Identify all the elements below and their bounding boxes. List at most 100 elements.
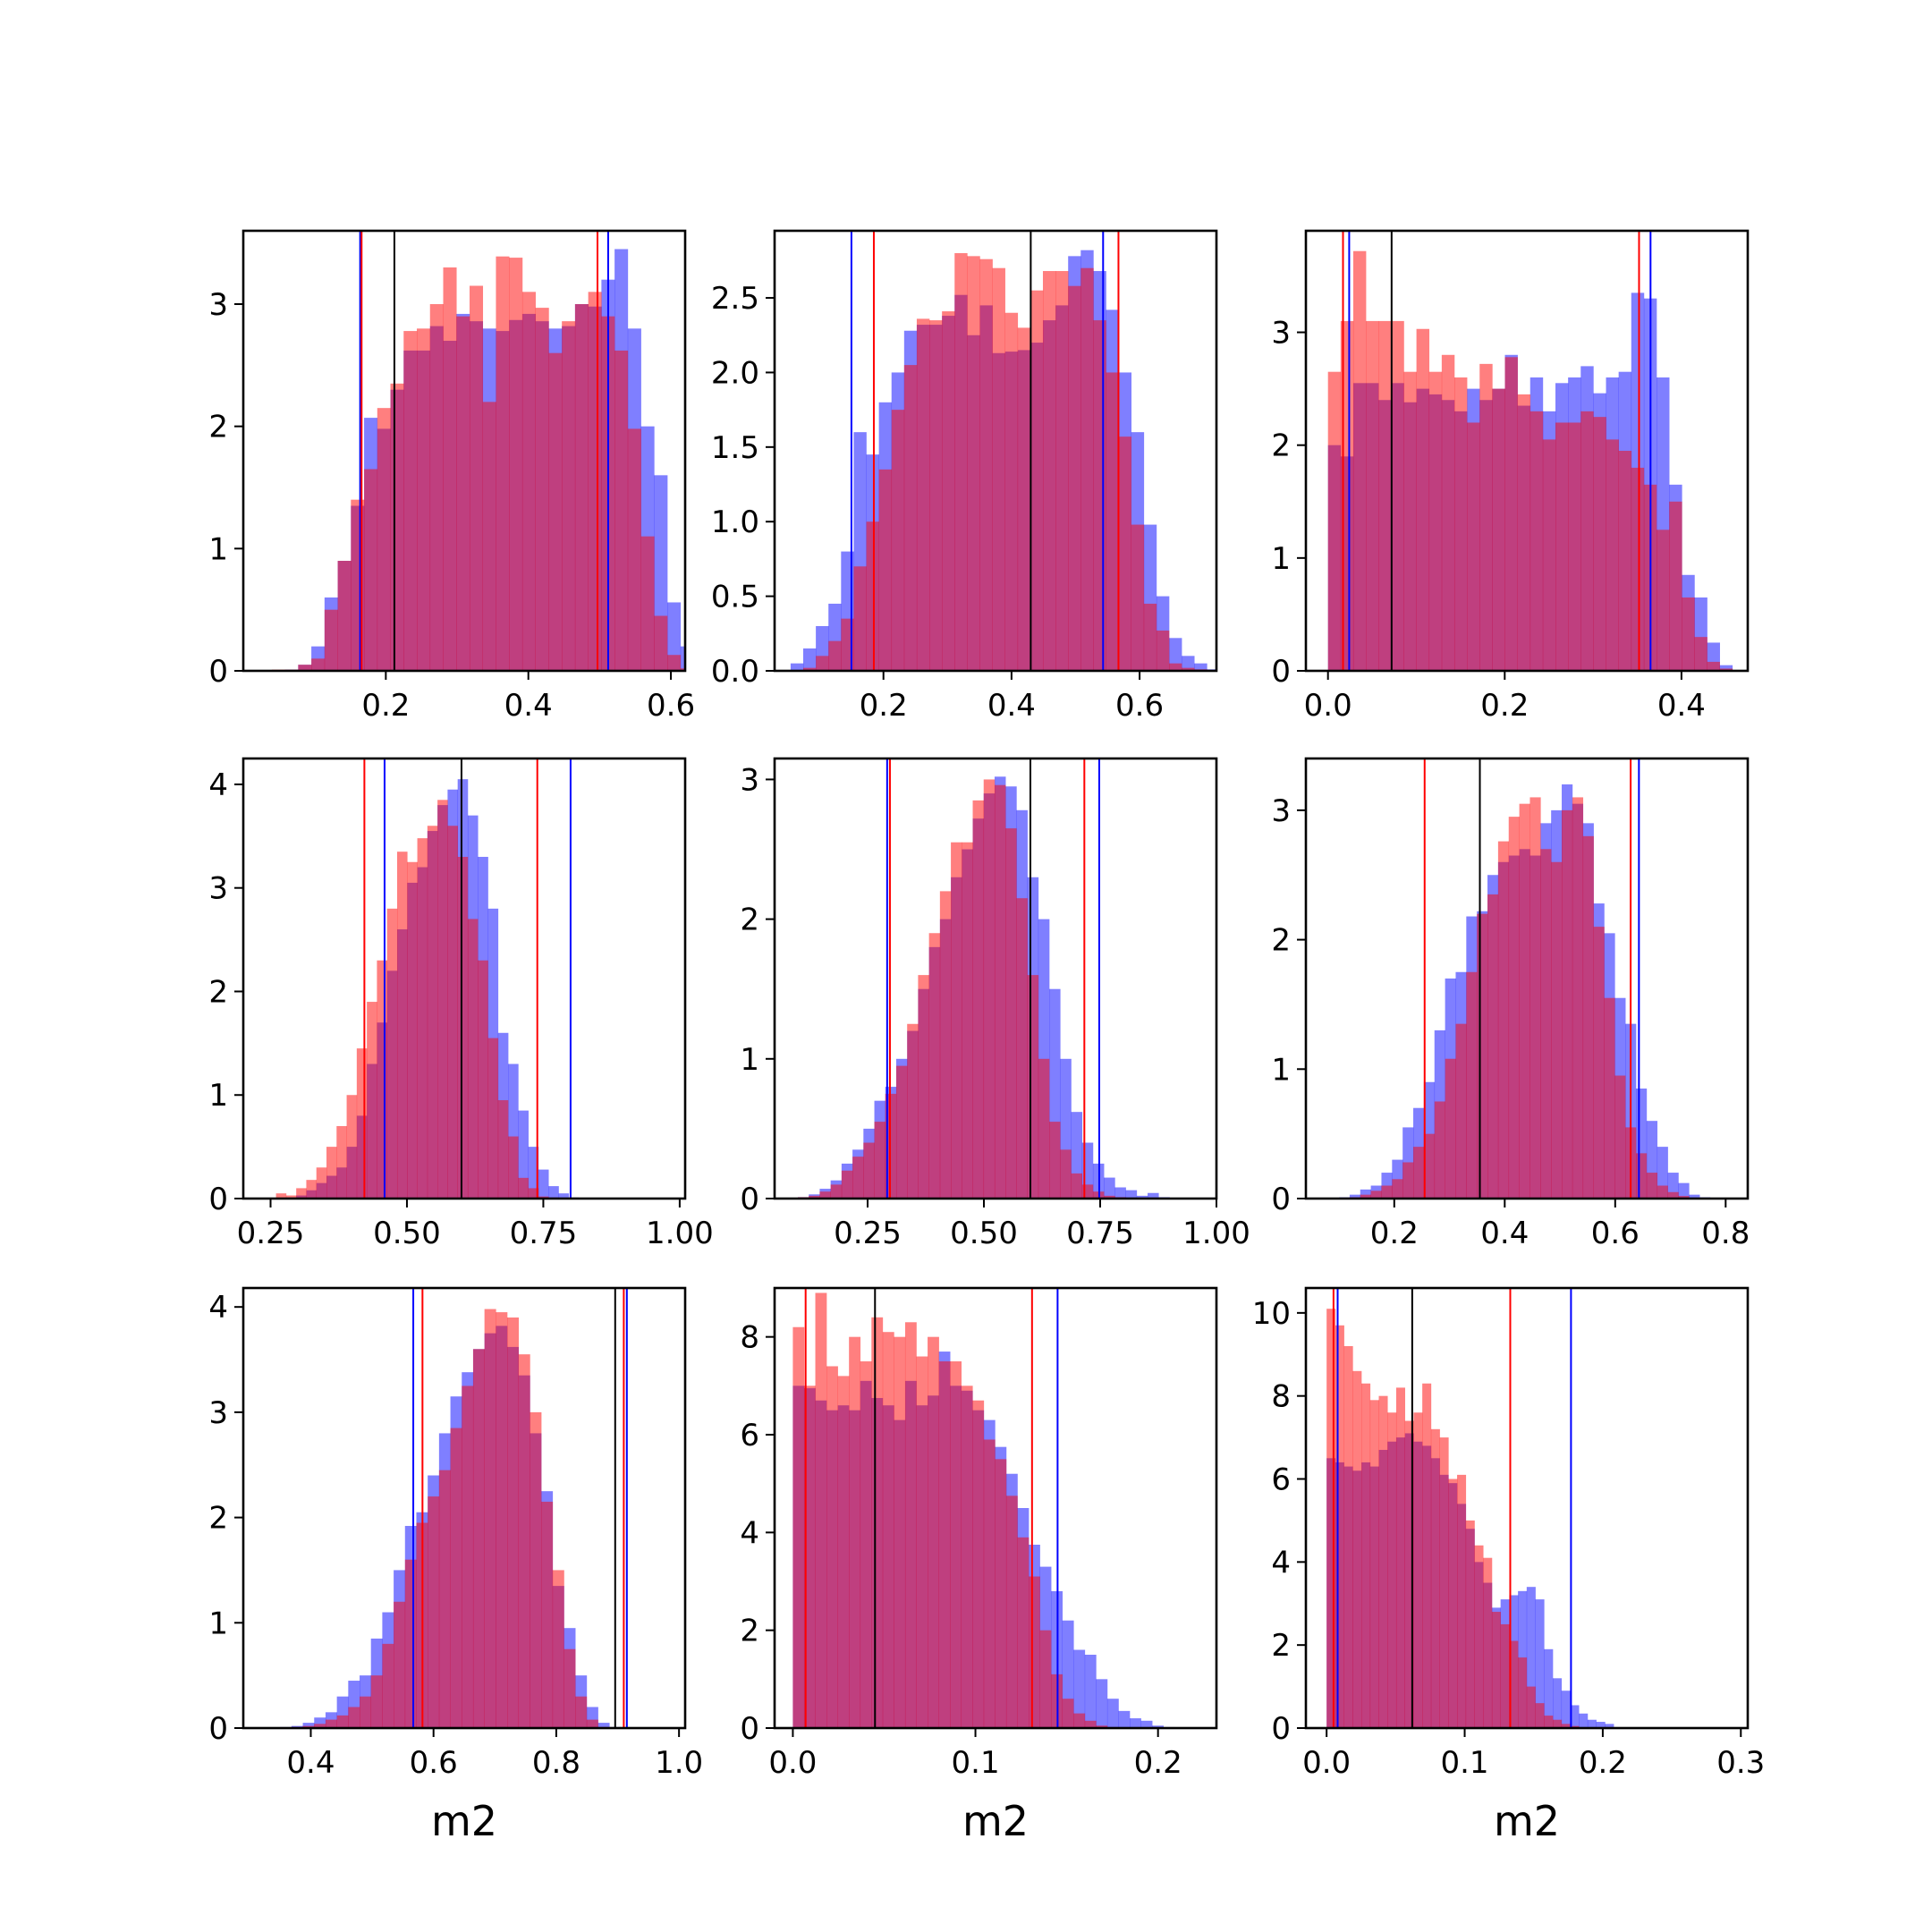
histogram-bar bbox=[1719, 665, 1733, 671]
histogram-bar bbox=[1580, 411, 1594, 671]
histogram-bar bbox=[894, 1336, 906, 1728]
histogram-bar bbox=[1465, 1520, 1475, 1728]
histogram-bar bbox=[916, 318, 930, 671]
y-tick-label: 3 bbox=[208, 1395, 228, 1431]
y-tick-label: 3 bbox=[208, 287, 228, 323]
histogram-bar bbox=[1445, 1058, 1456, 1199]
plot-area bbox=[280, 1288, 628, 1728]
histogram-bar bbox=[1678, 1182, 1690, 1199]
histogram-series-2 bbox=[1327, 250, 1733, 671]
histogram-bar bbox=[528, 1188, 539, 1199]
histogram-bar bbox=[428, 1496, 440, 1728]
x-axis-label: m2 bbox=[962, 1797, 1029, 1845]
histogram-bar bbox=[1182, 656, 1195, 671]
x-axis-label: m2 bbox=[431, 1797, 497, 1845]
histogram-bar bbox=[1428, 371, 1443, 671]
histogram-bar bbox=[356, 1048, 368, 1199]
histogram-bar bbox=[1555, 422, 1569, 671]
histogram-bar bbox=[482, 402, 496, 671]
histogram-bar bbox=[904, 1322, 917, 1728]
histogram-bar bbox=[654, 615, 668, 671]
axes-frame bbox=[242, 757, 687, 1200]
histogram-bar bbox=[275, 1193, 287, 1199]
histogram-bar bbox=[324, 609, 338, 671]
histogram-bar bbox=[1636, 1153, 1648, 1199]
histogram-bar bbox=[866, 521, 879, 671]
histogram-bar bbox=[521, 292, 536, 671]
histogram-bar bbox=[903, 365, 918, 671]
histogram-bar bbox=[992, 267, 1005, 671]
histogram-bar bbox=[325, 1719, 337, 1728]
histogram-bar bbox=[497, 1100, 509, 1199]
histogram-bar bbox=[1530, 411, 1544, 671]
histogram-bar bbox=[1370, 1191, 1382, 1199]
histogram-bar bbox=[837, 1376, 850, 1728]
histogram-bar bbox=[588, 292, 602, 671]
histogram-bar bbox=[1439, 1437, 1449, 1728]
axes-frame bbox=[773, 229, 1218, 673]
histogram-bar bbox=[1448, 1479, 1458, 1728]
y-tick-label: 0 bbox=[740, 1711, 759, 1747]
histogram-bar bbox=[1004, 312, 1019, 671]
histogram-bar bbox=[1646, 1173, 1658, 1199]
histogram-bar bbox=[1509, 1640, 1519, 1728]
histogram-bar bbox=[518, 1354, 530, 1728]
histogram-bar bbox=[429, 304, 444, 671]
histogram-bar bbox=[1071, 1173, 1083, 1199]
histogram-bar bbox=[1093, 320, 1106, 671]
histogram-bar bbox=[680, 668, 685, 671]
x-tick-label: 0.2 bbox=[1370, 1216, 1419, 1251]
histogram-bar bbox=[438, 1470, 451, 1728]
histogram-bar bbox=[853, 566, 867, 671]
histogram-bar bbox=[1005, 1496, 1018, 1728]
x-tick-label: 0.75 bbox=[1066, 1216, 1134, 1251]
plot-area bbox=[271, 231, 685, 671]
histogram-bar bbox=[1568, 422, 1581, 671]
x-tick-label: 0.8 bbox=[532, 1745, 580, 1781]
histogram-bar bbox=[1466, 971, 1478, 1199]
x-tick-label: 0.0 bbox=[1304, 688, 1352, 724]
histogram-bar bbox=[878, 469, 893, 671]
x-tick-label: 0.4 bbox=[1480, 1216, 1529, 1251]
x-tick-label: 0.6 bbox=[647, 688, 695, 724]
histogram-bar bbox=[849, 1336, 861, 1728]
histogram-bar bbox=[882, 1332, 894, 1728]
histogram-bar bbox=[1042, 271, 1056, 671]
histogram-bar bbox=[1582, 835, 1594, 1199]
subplot-1: 0.2 0.4 0.6 0 1 2 3 bbox=[208, 229, 695, 724]
histogram-bar bbox=[548, 352, 563, 671]
y-tick-label: 0.0 bbox=[711, 654, 759, 690]
histogram-bar bbox=[1669, 501, 1682, 671]
histogram-bar bbox=[680, 646, 685, 671]
histogram-bar bbox=[1579, 1713, 1589, 1728]
histogram-bar bbox=[364, 469, 378, 671]
histogram-bar bbox=[1130, 1718, 1141, 1728]
histogram-bar bbox=[828, 640, 842, 671]
histogram-bar bbox=[1441, 354, 1455, 671]
histogram-bar bbox=[457, 856, 469, 1199]
x-tick-label: 0.8 bbox=[1701, 1216, 1750, 1251]
histogram-bar bbox=[1016, 898, 1028, 1199]
y-tick-label: 0 bbox=[208, 654, 228, 690]
histogram-bar bbox=[1387, 1412, 1397, 1728]
histogram-bar bbox=[983, 1439, 996, 1728]
histogram-bar bbox=[314, 1717, 326, 1728]
x-tick-label: 0.1 bbox=[1440, 1745, 1488, 1781]
y-tick-label: 6 bbox=[740, 1418, 759, 1453]
histogram-bar bbox=[961, 1385, 973, 1728]
histogram-bar bbox=[1596, 1722, 1606, 1728]
histogram-bar bbox=[1343, 1345, 1353, 1728]
axes-frame bbox=[1304, 1286, 1750, 1730]
histogram-bar bbox=[1335, 1325, 1344, 1728]
histogram-bar bbox=[1360, 1194, 1371, 1199]
histogram-bar bbox=[1467, 422, 1480, 671]
histogram-bar bbox=[311, 658, 326, 671]
histogram-bar bbox=[509, 258, 523, 671]
histogram-bar bbox=[469, 285, 484, 671]
histogram-series-2 bbox=[1326, 1309, 1589, 1728]
histogram-bar bbox=[1483, 1557, 1493, 1728]
histogram-bar bbox=[377, 408, 391, 671]
histogram-bar bbox=[443, 267, 457, 671]
y-tick-label: 1 bbox=[740, 1042, 759, 1078]
